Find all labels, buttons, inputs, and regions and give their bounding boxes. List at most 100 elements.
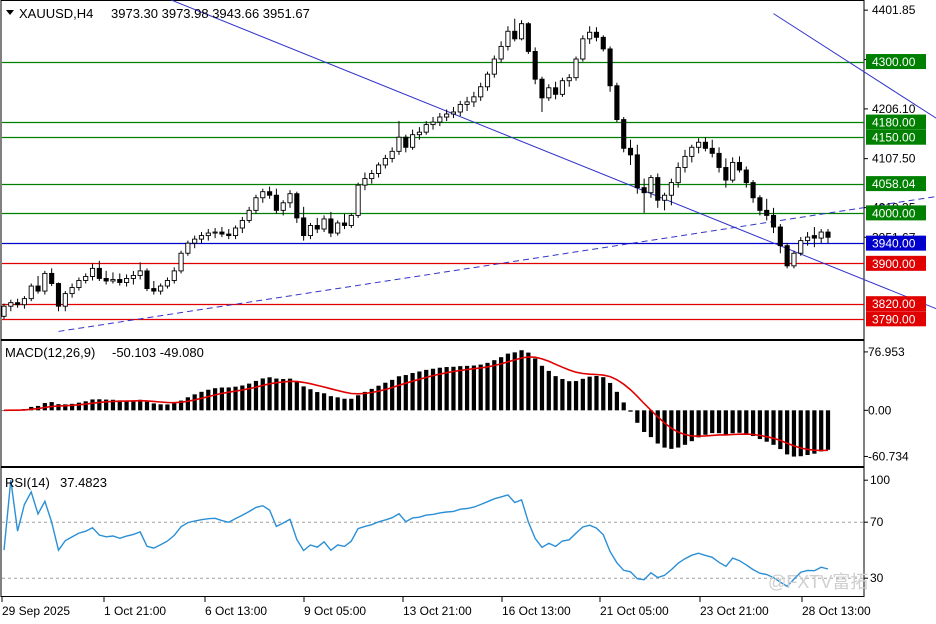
candle[interactable]: [757, 195, 763, 216]
candle[interactable]: [702, 137, 708, 152]
candle[interactable]: [614, 82, 620, 123]
candle[interactable]: [219, 227, 225, 238]
candle[interactable]: [498, 41, 504, 63]
candle[interactable]: [539, 76, 545, 112]
candle[interactable]: [96, 260, 102, 281]
candle[interactable]: [171, 267, 177, 284]
candle[interactable]: [798, 237, 804, 256]
candle[interactable]: [512, 18, 518, 42]
candle[interactable]: [362, 172, 368, 191]
candle[interactable]: [484, 71, 491, 91]
candle[interactable]: [437, 112, 443, 127]
candle[interactable]: [103, 270, 109, 285]
candle[interactable]: [648, 175, 654, 198]
candle[interactable]: [192, 235, 198, 249]
candle[interactable]: [709, 139, 715, 158]
candle[interactable]: [341, 213, 348, 230]
candle[interactable]: [423, 121, 429, 135]
candle[interactable]: [818, 229, 824, 244]
candle[interactable]: [21, 296, 27, 309]
candle[interactable]: [328, 211, 334, 238]
candle[interactable]: [335, 220, 341, 236]
caret-down-icon[interactable]: [6, 10, 14, 15]
candle[interactable]: [198, 232, 205, 244]
candle[interactable]: [15, 298, 21, 308]
candle[interactable]: [723, 158, 729, 188]
candle[interactable]: [212, 228, 218, 239]
candle[interactable]: [655, 173, 661, 208]
candle[interactable]: [375, 162, 382, 178]
candle[interactable]: [273, 188, 279, 214]
candle[interactable]: [689, 144, 695, 163]
candle[interactable]: [355, 182, 361, 218]
candle[interactable]: [389, 147, 395, 163]
candle[interactable]: [89, 263, 96, 281]
candle[interactable]: [348, 212, 354, 229]
candle[interactable]: [770, 207, 777, 234]
candle[interactable]: [185, 240, 191, 256]
candle[interactable]: [682, 149, 688, 173]
candle[interactable]: [232, 225, 239, 240]
candle[interactable]: [811, 227, 817, 248]
candle[interactable]: [28, 283, 34, 302]
candle[interactable]: [294, 191, 300, 223]
candle[interactable]: [226, 229, 232, 240]
candle[interactable]: [35, 275, 41, 294]
candle[interactable]: [716, 147, 722, 173]
candle[interactable]: [546, 84, 552, 101]
candle[interactable]: [444, 109, 450, 122]
candle[interactable]: [736, 156, 743, 173]
candle[interactable]: [382, 154, 388, 169]
candle[interactable]: [634, 144, 640, 194]
candle[interactable]: [110, 272, 116, 284]
candle[interactable]: [307, 222, 314, 240]
candle[interactable]: [321, 215, 327, 233]
candle[interactable]: [239, 216, 245, 234]
candle[interactable]: [76, 277, 82, 291]
candle[interactable]: [641, 178, 647, 213]
candle[interactable]: [593, 27, 600, 42]
candle[interactable]: [675, 162, 681, 188]
candle[interactable]: [158, 283, 164, 295]
candle[interactable]: [416, 127, 422, 140]
candle[interactable]: [491, 55, 497, 78]
candle[interactable]: [791, 250, 797, 269]
candle[interactable]: [662, 192, 668, 211]
candle[interactable]: [478, 82, 484, 101]
candle[interactable]: [525, 22, 531, 54]
trend-line[interactable]: [58, 164, 936, 332]
candle[interactable]: [164, 277, 170, 289]
candle[interactable]: [553, 81, 559, 100]
candle[interactable]: [573, 56, 579, 81]
candle[interactable]: [559, 77, 565, 97]
candle[interactable]: [580, 35, 586, 62]
candle[interactable]: [314, 217, 320, 234]
candle[interactable]: [743, 166, 749, 188]
candle[interactable]: [805, 232, 811, 246]
candle[interactable]: [600, 35, 606, 52]
candle[interactable]: [301, 206, 307, 241]
candle[interactable]: [784, 243, 790, 269]
candle[interactable]: [505, 26, 511, 51]
candle[interactable]: [430, 117, 436, 130]
candle[interactable]: [369, 170, 375, 184]
candle[interactable]: [764, 198, 770, 221]
candle[interactable]: [130, 270, 136, 285]
candle[interactable]: [518, 20, 525, 41]
candle[interactable]: [1, 303, 7, 319]
candle[interactable]: [777, 223, 783, 254]
candle[interactable]: [205, 229, 211, 241]
candle[interactable]: [246, 206, 252, 223]
candle[interactable]: [260, 188, 266, 203]
candle[interactable]: [151, 280, 157, 295]
candle[interactable]: [457, 100, 463, 117]
candle[interactable]: [178, 250, 184, 274]
trend-line[interactable]: [773, 13, 936, 246]
candle[interactable]: [471, 91, 477, 107]
candle[interactable]: [696, 138, 702, 154]
candle[interactable]: [62, 291, 68, 312]
trend-line[interactable]: [167, 0, 936, 336]
candle[interactable]: [450, 106, 457, 119]
candle[interactable]: [83, 273, 89, 284]
